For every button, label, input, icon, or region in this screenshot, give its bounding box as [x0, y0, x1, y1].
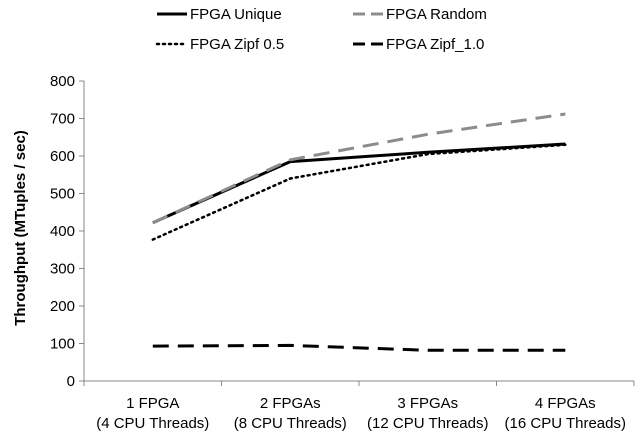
y-tick-label: 300 [50, 261, 75, 278]
y-tick-label: 500 [50, 186, 75, 203]
x-tick-label: 4 FPGAs (16 CPU Threads) [505, 395, 626, 432]
y-axis-title: Throughput (MTuples / sec) [12, 130, 29, 326]
y-tick-label: 0 [67, 373, 75, 390]
series-line-2 [151, 143, 567, 241]
series-line-3 [152, 343, 566, 352]
legend: FPGA Unique FPGA Random FPGA Zipf 0.5 FPGA … [155, 6, 487, 53]
y-tick-label: 100 [50, 336, 75, 353]
legend-label-0: FPGA Unique [190, 6, 282, 23]
series-line-1 [152, 112, 566, 225]
x-tick-label: 1 FPGA (4 CPU Threads) [96, 395, 209, 432]
y-tick-label: 600 [50, 148, 75, 165]
axes [83, 81, 634, 382]
x-tick-label: 3 FPGAs (12 CPU Threads) [367, 395, 488, 432]
legend-label-2: FPGA Zipf 0.5 [190, 36, 284, 53]
series-lines [151, 112, 567, 352]
y-tick-label: 200 [50, 298, 75, 315]
y-axis-ticks: 0 100 200 300 400 500 600 700 800 [50, 73, 84, 390]
legend-label-3: FPGA Zipf_1.0 [386, 36, 484, 53]
y-tick-label: 800 [50, 73, 75, 90]
y-tick-label: 400 [50, 223, 75, 240]
x-axis-ticks: 1 FPGA (4 CPU Threads) 2 FPGAs (8 CPU Threa… [83, 381, 635, 432]
y-axis-title-group: Throughput (MTuples / sec) [12, 130, 29, 326]
legend-label-1: FPGA Random [386, 6, 487, 23]
y-tick-label: 700 [50, 111, 75, 128]
x-tick-label: 2 FPGAs (8 CPU Threads) [234, 395, 347, 432]
